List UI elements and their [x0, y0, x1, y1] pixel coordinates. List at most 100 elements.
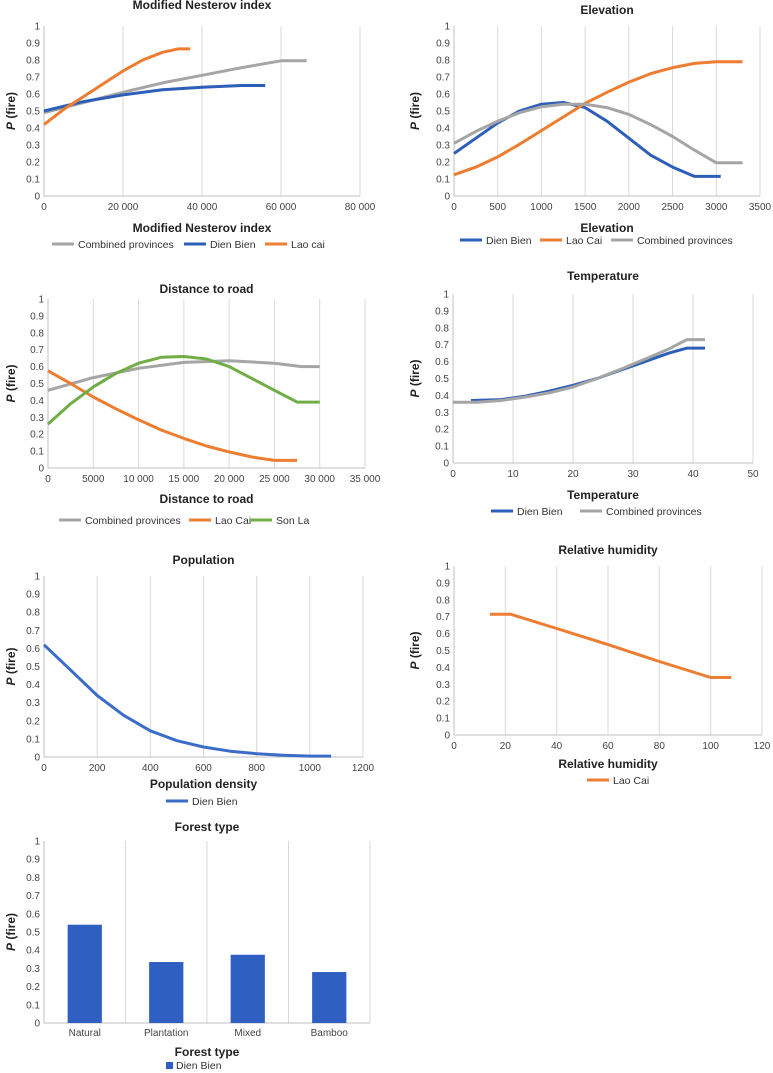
legend-label-1: Lao Cai — [215, 515, 251, 527]
x-tick-label: 25 000 — [259, 474, 290, 485]
y-axis-title-text: (fire) — [408, 359, 422, 389]
series-line-1 — [47, 369, 298, 462]
y-tick-label: 0.5 — [26, 928, 40, 939]
x-axis-title: Distance to road — [159, 492, 253, 506]
y-tick-label: 0.2 — [436, 697, 450, 708]
y-tick-label: 0.8 — [26, 608, 40, 619]
y-axis-title: P (fire) — [408, 92, 422, 130]
bar-1 — [149, 962, 184, 1023]
y-axis-title-symbol: P — [4, 121, 18, 130]
y-tick-label: 0.4 — [26, 124, 40, 135]
y-tick-label: 0 — [443, 459, 449, 470]
chart-title: Temperature — [567, 269, 639, 283]
y-axis-title-symbol: P — [408, 661, 422, 670]
x-tick-label: 80 000 — [345, 202, 376, 213]
chart-title: Elevation — [580, 3, 633, 17]
y-tick-label: 0.3 — [26, 698, 40, 709]
y-axis-title-text: (fire) — [4, 913, 18, 943]
bar-3 — [312, 972, 347, 1023]
x-axis-title: Elevation — [580, 221, 633, 235]
y-tick-label: 0.8 — [26, 56, 40, 67]
x-axis-title: Forest type — [175, 1045, 240, 1059]
x-axis-title: Population density — [150, 777, 258, 791]
x-tick-label: 5000 — [82, 474, 105, 485]
chart-road: Distance to road 0 0.1 0.2 0.3 0.4 0.5 0.6 0.7 0.… — [4, 282, 381, 527]
y-tick-label: 1 — [34, 22, 40, 33]
y-tick-label: 1 — [38, 295, 44, 306]
y-axis-title: P (fire) — [408, 359, 422, 397]
series-line-0 — [470, 346, 705, 402]
legend-label-2: Combined provinces — [637, 235, 733, 247]
legend-label-0: Lao Cai — [613, 775, 649, 787]
x-tick-label: 500 — [489, 202, 506, 213]
x-tick-label: 40 000 — [187, 202, 218, 213]
bar-2 — [230, 954, 265, 1023]
y-axis-title: P (fire) — [4, 92, 18, 130]
x-tick-label: 40 — [551, 741, 563, 752]
y-tick-label: 0.2 — [26, 982, 40, 993]
y-tick-label: 0.4 — [30, 396, 44, 407]
bar-0 — [67, 924, 102, 1023]
x-tick-label: 1000 — [299, 763, 322, 774]
chart-humidity: Relative humidity 0 0.1 0.2 0.3 0.4 0.5 0.6 0.7 0… — [408, 543, 771, 787]
chart-forest: Forest type 0 0.1 0.2 0.3 0.4 0.5 0.6 0.7 0.8 0.9 1… — [4, 820, 371, 1072]
y-tick-label: 0.5 — [26, 107, 40, 118]
y-tick-label: 0.7 — [30, 345, 44, 356]
y-tick-label: 0.4 — [435, 391, 449, 402]
y-tick-label: 0 — [34, 753, 40, 764]
x-tick-label: 120 — [754, 741, 771, 752]
chart-panel-population: Population 0 0.1 0.2 0.3 0.4 0.5 0.6 0.7 0.8 0.9 1 0… — [0, 545, 386, 813]
y-tick-label: 1 — [443, 290, 449, 301]
x-tick-label: 1200 — [352, 763, 375, 774]
y-tick-label: 0.2 — [26, 716, 40, 727]
y-axis-title-text: (fire) — [4, 647, 18, 677]
y-tick-label: 0.1 — [26, 1000, 40, 1011]
y-tick-label: 0.9 — [436, 578, 450, 589]
y-axis-title-symbol: P — [4, 394, 18, 403]
y-axis-title-symbol: P — [4, 677, 18, 686]
chart-population: Population00.10.20.30.40.50.60.70.80.910… — [4, 553, 375, 808]
x-tick-label: 0 — [451, 202, 457, 213]
y-tick-label: 0.1 — [436, 714, 450, 725]
legend-label-0: Combined provinces — [85, 515, 181, 527]
x-tick-label: 3500 — [749, 202, 772, 213]
y-tick-label: 0.5 — [30, 379, 44, 390]
x-tick-label: 40 — [687, 469, 699, 480]
y-tick-label: 0.6 — [436, 629, 450, 640]
x-tick-label: 10 — [507, 469, 519, 480]
y-tick-label: 0.6 — [436, 90, 450, 101]
y-tick-label: 0.1 — [435, 442, 449, 453]
y-tick-label: 0 — [444, 731, 450, 742]
x-tick-label: 2000 — [618, 202, 641, 213]
series-line-1 — [453, 338, 705, 404]
y-tick-label: 1 — [34, 572, 40, 583]
x-tick-label: 35 000 — [350, 474, 381, 485]
chart-title: Population — [173, 553, 235, 567]
y-tick-label: 0.6 — [26, 909, 40, 920]
series-line-2 — [46, 355, 320, 426]
y-tick-label: 0.2 — [26, 158, 40, 169]
y-tick-label: 0.5 — [26, 662, 40, 673]
x-tick-label: 0 — [450, 469, 456, 480]
y-tick-label: 0.9 — [26, 39, 40, 50]
legend-label-0: Combined provinces — [78, 239, 174, 251]
x-tick-label: 3000 — [705, 202, 728, 213]
y-tick-label: 0.1 — [26, 175, 40, 186]
x-tick-label: 1000 — [530, 202, 553, 213]
y-tick-label: 0.3 — [26, 141, 40, 152]
legend-label-2: Son La — [276, 515, 309, 527]
y-tick-label: 0.5 — [435, 374, 449, 385]
y-tick-label: 0.3 — [436, 141, 450, 152]
chart-panel-humidity: Relative humidity 0 0.1 0.2 0.3 0.4 0.5 0.6 0.7 0… — [387, 535, 773, 813]
y-tick-label: 1 — [34, 837, 40, 848]
y-tick-label: 0.7 — [436, 612, 450, 623]
y-axis-title: P (fire) — [4, 364, 18, 402]
y-tick-label: 0.9 — [436, 39, 450, 50]
y-axis-title-text: (fire) — [4, 92, 18, 122]
x-tick-label: 50 — [747, 469, 759, 480]
legend-label-0: Dien Bien — [176, 1060, 222, 1072]
x-tick-label: 0 — [451, 741, 457, 752]
x-axis-title: Relative humidity — [558, 757, 658, 771]
y-tick-label: 0.4 — [26, 946, 40, 957]
y-tick-label: 0.6 — [26, 90, 40, 101]
